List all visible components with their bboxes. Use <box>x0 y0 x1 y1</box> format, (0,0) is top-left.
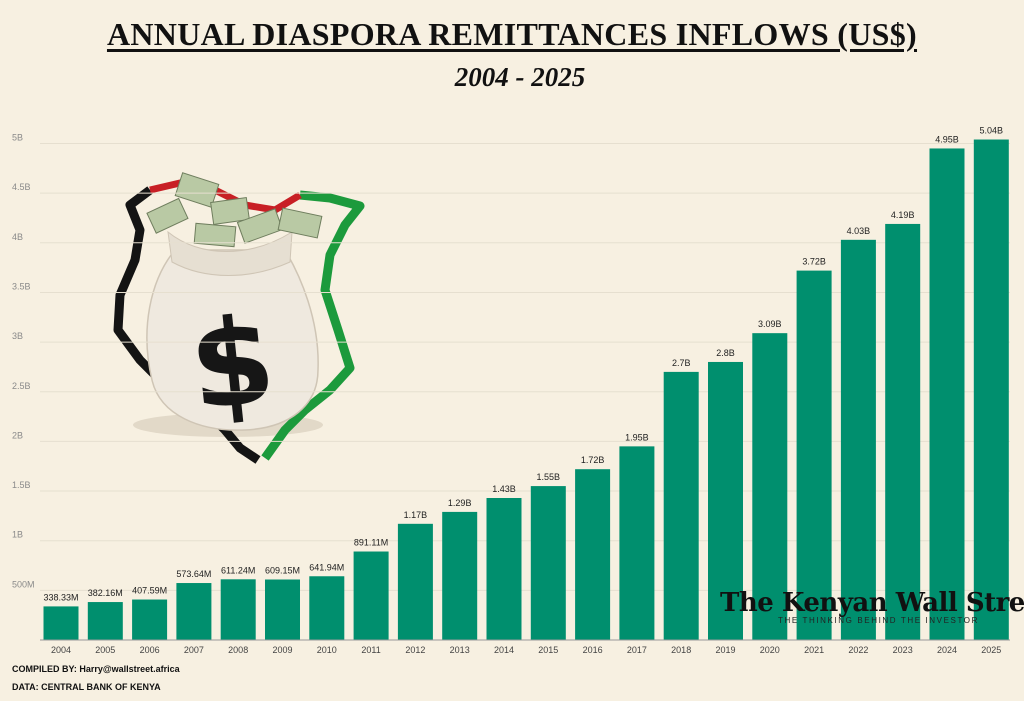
bar <box>220 579 256 640</box>
bar-value-label: 609.15M <box>265 566 300 576</box>
y-tick-label: 4.5B <box>12 182 31 192</box>
bar <box>353 551 389 640</box>
chart-title: ANNUAL DIASPORA REMITTANCES INFLOWS (US$… <box>106 16 918 52</box>
x-tick-label: 2024 <box>937 645 957 655</box>
bar <box>43 606 79 640</box>
bar-value-label: 3.72B <box>802 257 826 267</box>
compiled-by-credit: COMPILED BY: Harry@wallstreet.africa <box>12 664 180 674</box>
bar <box>663 371 699 640</box>
bar-value-label: 611.24M <box>221 565 255 575</box>
bar <box>929 148 965 640</box>
bar <box>265 579 300 640</box>
chart-subtitle: 2004 - 2025 <box>454 62 586 92</box>
bar <box>973 139 1009 640</box>
x-tick-label: 2021 <box>804 645 824 655</box>
bar-value-label: 3.09B <box>758 319 782 329</box>
bar-value-label: 573.64M <box>176 569 211 579</box>
bar-value-label: 338.33M <box>43 592 78 602</box>
y-tick-label: 2B <box>12 430 23 440</box>
bar <box>176 583 212 640</box>
bar <box>486 498 522 640</box>
bar-value-label: 1.17B <box>404 510 428 520</box>
bar-value-label: 1.29B <box>448 498 472 508</box>
y-tick-label: 3B <box>12 331 23 341</box>
bar <box>442 511 478 640</box>
watermark-name: The Kenyan Wall Street <box>720 588 1024 618</box>
bar <box>708 361 743 640</box>
money-bag-neck <box>167 230 293 276</box>
bar <box>530 486 566 640</box>
x-tick-label: 2009 <box>272 645 292 655</box>
kenyan-wall-street-watermark: The Kenyan Wall Street THE THINKING BEHI… <box>720 588 1024 625</box>
x-tick-label: 2013 <box>450 645 470 655</box>
bar-value-label: 641.94M <box>309 562 344 572</box>
y-tick-label: 5B <box>12 133 23 143</box>
bar <box>309 576 345 640</box>
x-tick-label: 2011 <box>361 645 380 655</box>
bar-value-label: 4.03B <box>847 226 871 236</box>
cash-bundles <box>146 172 323 248</box>
kenya-map-red-outline <box>149 179 302 214</box>
x-tick-label: 2023 <box>893 645 913 655</box>
x-tick-label: 2006 <box>140 645 160 655</box>
x-tick-label: 2015 <box>538 645 558 655</box>
x-tick-label: 2020 <box>760 645 780 655</box>
money-bag-body <box>146 249 319 431</box>
x-axis-labels: 2004 2005 2006 2007 2008 2009 2010 2011 2012 2013… <box>51 645 1001 655</box>
bar-value-label: 4.95B <box>935 134 959 144</box>
y-tick-label: 3.5B <box>12 281 31 291</box>
bar-value-label: 1.72B <box>581 455 605 465</box>
bar <box>397 523 433 640</box>
x-tick-label: 2025 <box>981 645 1001 655</box>
x-tick-label: 2012 <box>405 645 425 655</box>
data-source-credit: DATA: CENTRAL BANK OF KENYA <box>12 682 161 692</box>
y-tick-label: 1.5B <box>12 480 31 490</box>
y-tick-label: 2.5B <box>12 381 31 391</box>
bar-value-label: 2.7B <box>672 358 691 368</box>
x-tick-label: 2014 <box>494 645 514 655</box>
bar-value-label: 4.19B <box>891 210 915 220</box>
x-tick-label: 2016 <box>583 645 603 655</box>
y-axis-ticks: 500M 1B 1.5B 2B 2.5B 3B 3.5B 4B 4.5B 5B <box>12 133 35 590</box>
x-tick-label: 2017 <box>627 645 647 655</box>
bar-value-label: 1.43B <box>492 484 516 494</box>
bar <box>87 602 123 640</box>
x-tick-label: 2019 <box>715 645 735 655</box>
bar-value-label: 1.95B <box>625 432 649 442</box>
bar-value-label: 382.16M <box>88 588 123 598</box>
x-tick-label: 2010 <box>317 645 337 655</box>
bar-value-label: 5.04B <box>980 126 1004 136</box>
x-tick-label: 2007 <box>184 645 204 655</box>
y-tick-label: 4B <box>12 232 23 242</box>
y-tick-label: 500M <box>12 579 35 589</box>
data-labels: 338.33M 382.16M 407.59M 573.64M 611.24M 609.1… <box>43 126 1003 603</box>
x-tick-label: 2018 <box>671 645 691 655</box>
bar <box>840 239 876 641</box>
dollar-sign-glyph: $ <box>184 291 282 438</box>
bar <box>752 333 788 640</box>
bar <box>885 223 921 641</box>
x-tick-label: 2008 <box>228 645 248 655</box>
kenya-map-green-outline <box>261 190 365 461</box>
bar <box>575 469 611 640</box>
bar <box>796 270 832 640</box>
money-bag-illustration: $ <box>113 172 365 464</box>
bar <box>132 599 168 640</box>
watermark-tagline: THE THINKING BEHIND THE INVESTOR <box>778 616 980 625</box>
y-tick-label: 1B <box>12 530 23 540</box>
bar-value-label: 2.8B <box>716 348 735 358</box>
x-tick-label: 2022 <box>848 645 868 655</box>
bar-value-label: 1.55B <box>537 472 561 482</box>
bar-series <box>43 139 1009 641</box>
x-tick-label: 2005 <box>95 645 115 655</box>
x-tick-label: 2004 <box>51 645 71 655</box>
bar-value-label: 407.59M <box>132 586 167 596</box>
bar <box>619 446 655 640</box>
bar-value-label: 891.11M <box>354 538 388 548</box>
